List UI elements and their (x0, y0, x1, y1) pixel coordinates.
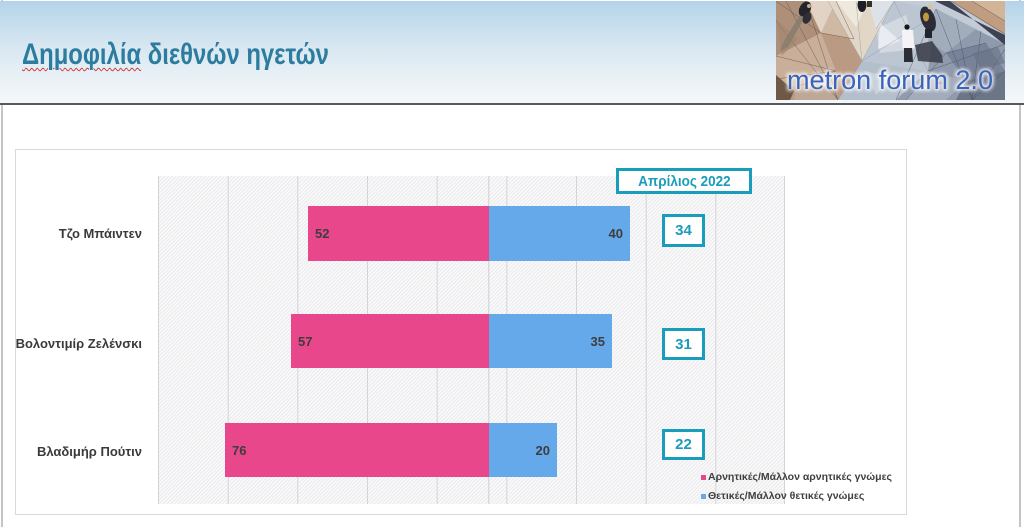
svg-text:metron forum 2.0: metron forum 2.0 (787, 65, 993, 95)
svg-text:metron forum 2.0: metron forum 2.0 (787, 65, 993, 95)
